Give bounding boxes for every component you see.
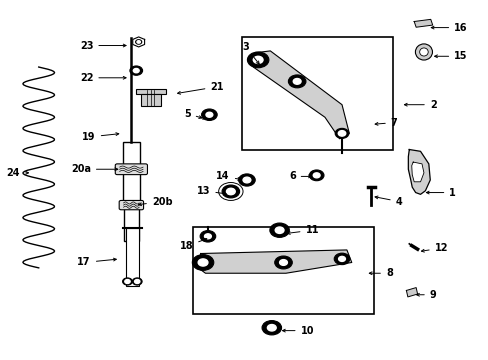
Text: 8: 8	[368, 268, 392, 278]
Text: 24: 24	[7, 168, 28, 178]
Circle shape	[267, 324, 276, 331]
Text: 7: 7	[374, 118, 397, 128]
Text: 3: 3	[242, 42, 259, 64]
Bar	[193, 226, 373, 315]
Circle shape	[132, 278, 142, 285]
Text: 1: 1	[426, 188, 455, 198]
Circle shape	[198, 259, 207, 266]
Polygon shape	[413, 19, 432, 27]
Text: 12: 12	[421, 243, 447, 253]
Text: 5: 5	[184, 109, 202, 119]
Text: 18: 18	[179, 238, 206, 251]
Circle shape	[333, 253, 349, 265]
Polygon shape	[253, 51, 348, 139]
Text: 4: 4	[374, 196, 402, 207]
Circle shape	[275, 227, 284, 233]
Text: 13: 13	[197, 186, 225, 196]
Text: 15: 15	[434, 51, 467, 61]
Circle shape	[192, 255, 213, 270]
Circle shape	[124, 279, 130, 283]
Text: 20a: 20a	[71, 164, 118, 174]
Circle shape	[226, 188, 235, 195]
Circle shape	[279, 260, 287, 265]
Circle shape	[274, 256, 292, 269]
Polygon shape	[198, 250, 351, 273]
Ellipse shape	[415, 44, 431, 60]
FancyBboxPatch shape	[119, 201, 143, 210]
Polygon shape	[411, 162, 423, 182]
Bar	[124, 202, 139, 241]
Circle shape	[130, 66, 142, 75]
Text: 11: 11	[287, 225, 318, 235]
Circle shape	[201, 109, 217, 121]
Text: 10: 10	[282, 325, 313, 336]
Circle shape	[269, 223, 289, 237]
Circle shape	[238, 174, 255, 186]
FancyBboxPatch shape	[115, 164, 147, 175]
Circle shape	[253, 56, 263, 63]
Bar	[122, 142, 140, 202]
Ellipse shape	[419, 48, 427, 56]
Circle shape	[137, 41, 140, 43]
Circle shape	[334, 129, 348, 138]
Text: 21: 21	[177, 82, 224, 94]
Circle shape	[338, 256, 345, 261]
Bar	[141, 94, 161, 107]
Text: 23: 23	[80, 41, 126, 50]
Circle shape	[338, 131, 345, 136]
Circle shape	[222, 185, 239, 198]
Circle shape	[288, 75, 305, 88]
Circle shape	[293, 78, 301, 84]
Circle shape	[134, 279, 140, 283]
Bar	[242, 37, 392, 149]
Text: 9: 9	[416, 290, 436, 300]
Circle shape	[247, 52, 268, 68]
Text: 16: 16	[430, 23, 467, 33]
Polygon shape	[133, 37, 144, 47]
Circle shape	[135, 40, 142, 44]
Circle shape	[204, 234, 211, 239]
Polygon shape	[407, 149, 429, 194]
Circle shape	[122, 278, 132, 285]
Circle shape	[133, 68, 139, 73]
Text: 19: 19	[82, 132, 119, 142]
Text: 6: 6	[288, 171, 311, 181]
Text: 2: 2	[404, 100, 436, 110]
Circle shape	[313, 173, 320, 178]
Text: 14: 14	[216, 171, 240, 181]
Bar	[125, 228, 139, 286]
Circle shape	[205, 112, 212, 117]
Polygon shape	[406, 288, 417, 297]
Bar	[136, 89, 165, 94]
Circle shape	[243, 177, 250, 183]
Text: 20b: 20b	[138, 197, 172, 207]
Circle shape	[200, 230, 215, 242]
Circle shape	[309, 170, 324, 181]
Circle shape	[262, 320, 281, 335]
Text: 22: 22	[80, 73, 126, 83]
Text: 17: 17	[77, 257, 116, 267]
